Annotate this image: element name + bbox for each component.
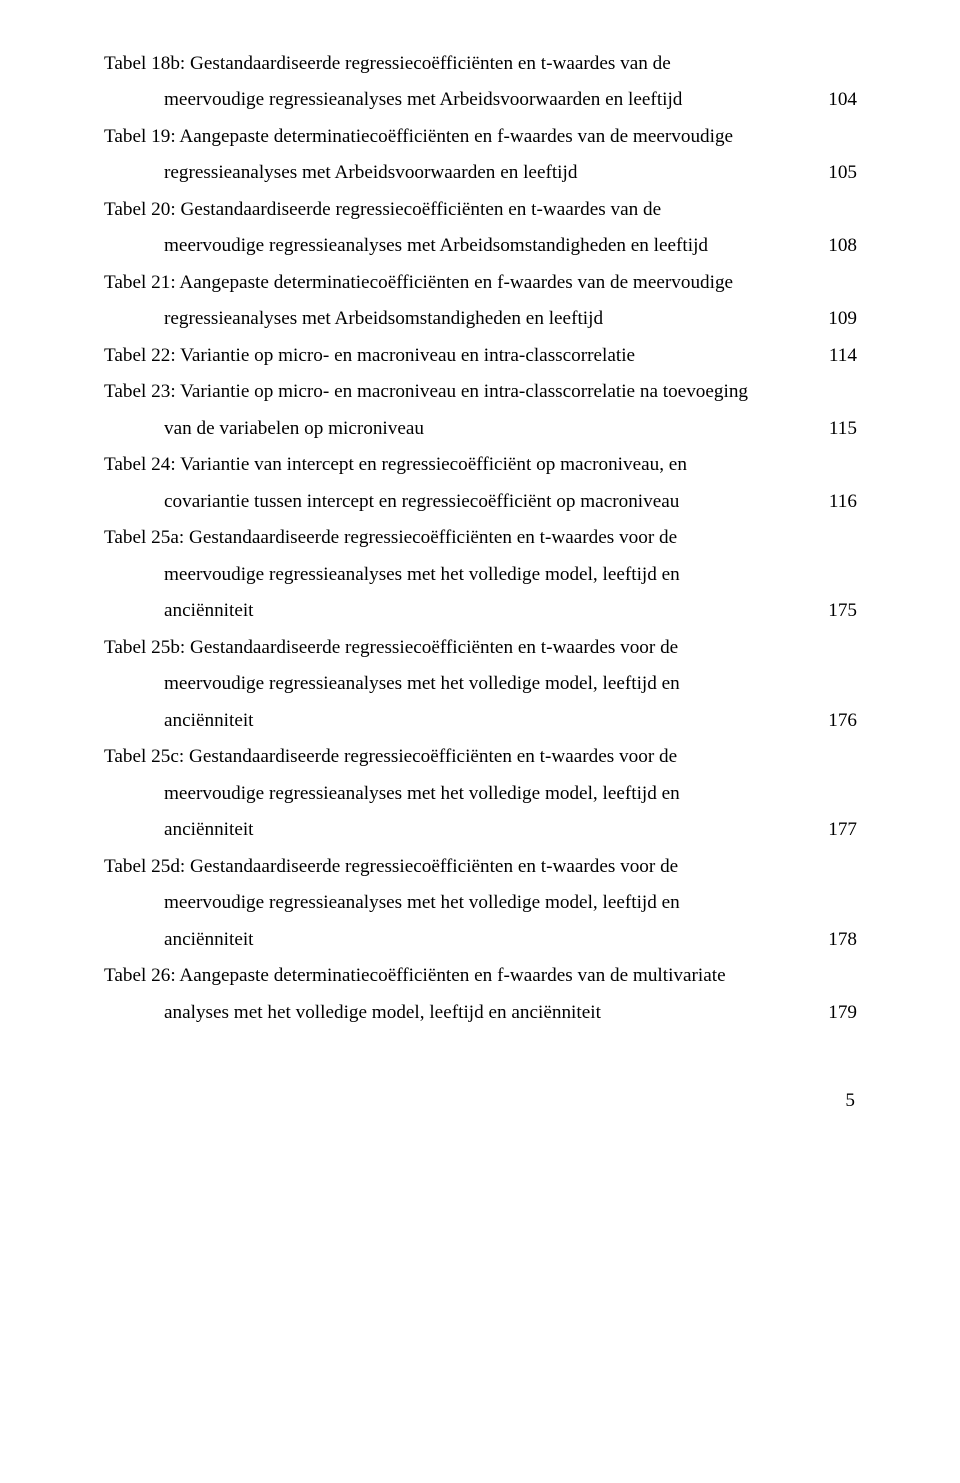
toc-entry-label: regressieanalyses met Arbeidsvoorwaarden…: [164, 155, 797, 191]
toc-entry-first-line: Tabel 23: Variantie op micro- en macroni…: [104, 374, 857, 410]
toc-entry-last-line: regressieanalyses met Arbeidsomstandighe…: [104, 301, 857, 337]
page-content: Tabel 18b: Gestandaardiseerde regressiec…: [0, 0, 960, 1170]
toc-entry-page: 175: [797, 593, 857, 629]
toc-entry-first-line: Tabel 19: Aangepaste determinatiecoëffic…: [104, 119, 857, 155]
toc-entry: Tabel 18b: Gestandaardiseerde regressiec…: [104, 46, 857, 119]
toc-entry-text: Tabel 23: Variantie op micro- en macroni…: [104, 374, 857, 447]
toc-entry-last-line: van de variabelen op microniveau115: [104, 411, 857, 447]
toc-entry-first-line: Tabel 21: Aangepaste determinatiecoëffic…: [104, 265, 857, 301]
toc-entry-first-line: Tabel 25a: Gestandaardiseerde regressiec…: [104, 520, 857, 556]
toc-entry-label: anciënniteit: [164, 922, 797, 958]
toc-entry: Tabel 20: Gestandaardiseerde regressieco…: [104, 192, 857, 265]
toc-entry-text: Tabel 22: Variantie op micro- en macroni…: [104, 338, 857, 374]
toc-entry-label: Tabel 22: Variantie op micro- en macroni…: [104, 338, 797, 374]
toc-entry-page: 116: [797, 484, 857, 520]
toc-entry-first-line: Tabel 20: Gestandaardiseerde regressieco…: [104, 192, 857, 228]
toc-entry-last-line: meervoudige regressieanalyses met Arbeid…: [104, 82, 857, 118]
toc-entry-page: 178: [797, 922, 857, 958]
toc-entry: Tabel 25c: Gestandaardiseerde regressiec…: [104, 739, 857, 848]
toc-entry-first-line: Tabel 25b: Gestandaardiseerde regressiec…: [104, 630, 857, 666]
toc-entry-page: 114: [797, 338, 857, 374]
toc-entry-text: Tabel 18b: Gestandaardiseerde regressiec…: [104, 46, 857, 119]
toc-entry-label: analyses met het volledige model, leefti…: [164, 995, 797, 1031]
toc-entry-label: meervoudige regressieanalyses met Arbeid…: [164, 228, 797, 264]
toc-entry-label: van de variabelen op microniveau: [164, 411, 797, 447]
toc-entry-continuation: meervoudige regressieanalyses met het vo…: [104, 666, 857, 702]
toc-entry-page: 115: [797, 411, 857, 447]
toc-entry-last-line: anciënniteit178: [104, 922, 857, 958]
page-number-footer: 5: [104, 1083, 857, 1119]
toc-entry: Tabel 24: Variantie van intercept en reg…: [104, 447, 857, 520]
toc-entry-first-line: Tabel 24: Variantie van intercept en reg…: [104, 447, 857, 483]
toc-entry-last-line: regressieanalyses met Arbeidsvoorwaarden…: [104, 155, 857, 191]
toc-entry: Tabel 21: Aangepaste determinatiecoëffic…: [104, 265, 857, 338]
toc-entry-first-line: Tabel 25c: Gestandaardiseerde regressiec…: [104, 739, 857, 775]
toc-entry: Tabel 22: Variantie op micro- en macroni…: [104, 338, 857, 374]
toc-entry-text: Tabel 24: Variantie van intercept en reg…: [104, 447, 857, 520]
toc-entry-text: Tabel 21: Aangepaste determinatiecoëffic…: [104, 265, 857, 338]
toc-entry-label: meervoudige regressieanalyses met Arbeid…: [164, 82, 797, 118]
toc-entry-first-line: Tabel 26: Aangepaste determinatiecoëffic…: [104, 958, 857, 994]
toc-entry-last-line: anciënniteit175: [104, 593, 857, 629]
toc-entry-continuation: meervoudige regressieanalyses met het vo…: [104, 885, 857, 921]
toc-entry-page: 177: [797, 812, 857, 848]
toc-entry-text: Tabel 25a: Gestandaardiseerde regressiec…: [104, 520, 857, 629]
toc-entry-continuation: meervoudige regressieanalyses met het vo…: [104, 557, 857, 593]
toc-entry-label: anciënniteit: [164, 812, 797, 848]
toc-entry-text: Tabel 25b: Gestandaardiseerde regressiec…: [104, 630, 857, 739]
toc-entry-page: 176: [797, 703, 857, 739]
toc-entry-text: Tabel 19: Aangepaste determinatiecoëffic…: [104, 119, 857, 192]
toc-entry-page: 109: [797, 301, 857, 337]
toc-entry-page: 108: [797, 228, 857, 264]
toc-entry-last-line: meervoudige regressieanalyses met Arbeid…: [104, 228, 857, 264]
toc-entry-last-line: covariantie tussen intercept en regressi…: [104, 484, 857, 520]
toc-entry-text: Tabel 20: Gestandaardiseerde regressieco…: [104, 192, 857, 265]
toc-entry-label: covariantie tussen intercept en regressi…: [164, 484, 797, 520]
toc-entry-text: Tabel 25c: Gestandaardiseerde regressiec…: [104, 739, 857, 848]
toc-entry-label: regressieanalyses met Arbeidsomstandighe…: [164, 301, 797, 337]
toc-entry-page: 179: [797, 995, 857, 1031]
toc-entry: Tabel 19: Aangepaste determinatiecoëffic…: [104, 119, 857, 192]
toc-entry-label: anciënniteit: [164, 703, 797, 739]
toc-entry-continuation: meervoudige regressieanalyses met het vo…: [104, 776, 857, 812]
toc-entry-page: 105: [797, 155, 857, 191]
toc-entry-text: Tabel 25d: Gestandaardiseerde regressiec…: [104, 849, 857, 958]
toc-entry: Tabel 23: Variantie op micro- en macroni…: [104, 374, 857, 447]
toc-entry: Tabel 25d: Gestandaardiseerde regressiec…: [104, 849, 857, 958]
toc-entry-first-line: Tabel 18b: Gestandaardiseerde regressiec…: [104, 46, 857, 82]
toc-entry-page: 104: [797, 82, 857, 118]
toc-entry-last-line: anciënniteit176: [104, 703, 857, 739]
table-of-contents: Tabel 18b: Gestandaardiseerde regressiec…: [104, 46, 857, 1031]
toc-entry-first-line: Tabel 25d: Gestandaardiseerde regressiec…: [104, 849, 857, 885]
toc-entry: Tabel 25a: Gestandaardiseerde regressiec…: [104, 520, 857, 629]
toc-entry-last-line: anciënniteit177: [104, 812, 857, 848]
toc-entry-text: Tabel 26: Aangepaste determinatiecoëffic…: [104, 958, 857, 1031]
toc-entry-last-line: analyses met het volledige model, leefti…: [104, 995, 857, 1031]
toc-entry-label: anciënniteit: [164, 593, 797, 629]
toc-entry: Tabel 26: Aangepaste determinatiecoëffic…: [104, 958, 857, 1031]
toc-entry: Tabel 25b: Gestandaardiseerde regressiec…: [104, 630, 857, 739]
